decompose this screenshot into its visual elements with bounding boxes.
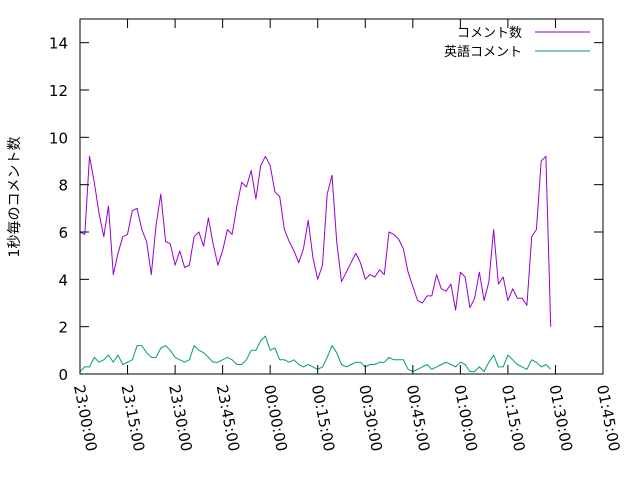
chart-marks (79, 155, 552, 373)
x-tick-label: 00:15:00 (308, 383, 339, 453)
y-tick-label: 12 (49, 82, 68, 100)
x-tick-label: 01:00:00 (450, 383, 481, 453)
y-tick-label: 4 (58, 271, 68, 289)
x-tick-label: 23:30:00 (165, 383, 196, 453)
x-tick-label: 01:15:00 (498, 383, 529, 453)
y-tick-label: 0 (58, 366, 68, 384)
x-tick-label: 23:15:00 (118, 383, 149, 453)
axis-ticks (79, 19, 604, 375)
x-tick-labels: 23:00:00 23:15:00 23:30:00 23:45:00 00:00:00… (70, 383, 624, 453)
y-tick-labels: 0 2 4 6 8 10 12 14 (49, 35, 68, 384)
x-tick-label: 01:30:00 (546, 383, 577, 453)
series-line-2 (79, 335, 552, 373)
y-tick-label: 6 (58, 224, 68, 242)
plot-frame (79, 18, 604, 375)
y-axis-label: 1秒毎のコメント数 (7, 137, 23, 258)
x-tick-label: 00:45:00 (403, 383, 434, 453)
x-tick-label: 23:00:00 (70, 383, 101, 453)
y-tick-label: 14 (49, 35, 68, 53)
x-tick-label: 23:45:00 (213, 383, 244, 453)
legend-label-1: コメント数 (457, 26, 522, 41)
x-tick-label: 00:00:00 (260, 383, 291, 453)
x-tick-label: 00:30:00 (355, 383, 386, 453)
x-tick-label: 01:45:00 (593, 383, 624, 453)
y-tick-label: 10 (49, 129, 68, 147)
series-line-1 (79, 155, 552, 327)
y-tick-label: 2 (58, 319, 68, 337)
legend-label-2: 英語コメント (444, 44, 522, 60)
y-tick-label: 8 (58, 177, 68, 195)
